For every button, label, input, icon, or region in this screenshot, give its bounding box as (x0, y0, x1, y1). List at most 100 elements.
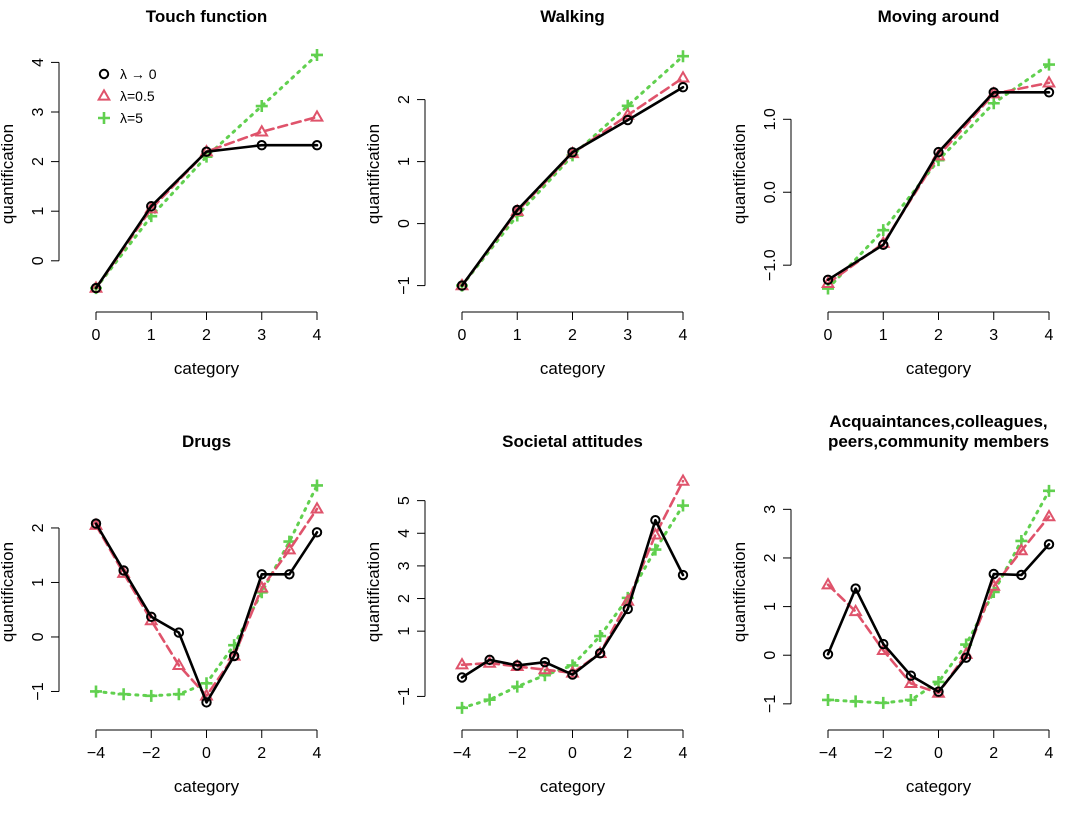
x-tick-label: 3 (623, 327, 632, 344)
x-tick-label: 0 (458, 327, 467, 344)
marker-p5-s2-0 (454, 657, 470, 670)
y-axis-label: quantification (364, 542, 383, 642)
y-tick-label: 0 (30, 256, 47, 265)
x-tick-label: 0 (568, 745, 577, 762)
y-tick-label: 3 (762, 505, 779, 514)
y-tick-label: 1 (30, 578, 47, 587)
marker-p5-s3-8 (677, 499, 689, 512)
marker-p3-s1-2 (933, 146, 944, 158)
x-axis-label: category (540, 777, 606, 796)
marker-p6-s3-3 (904, 693, 917, 706)
y-tick-label: 1 (30, 207, 47, 216)
marker-p3-s2-4 (1041, 75, 1057, 88)
marker-p5-s3-2 (511, 680, 524, 693)
y-tick-label: 3 (396, 561, 413, 570)
x-tick-label: 2 (934, 327, 943, 344)
marker-p2-s1-2 (567, 147, 578, 158)
x-axis-label: category (174, 359, 240, 378)
y-tick-label: −1 (396, 687, 413, 705)
marker-p0-s3-legend (98, 112, 110, 124)
panel-1: Touch function 0 1 2 3 4 category 0 1 2 3 4 quantifi… (0, 7, 325, 378)
y-tick-label: 0 (396, 219, 413, 228)
marker-p4-s3-3 (172, 688, 185, 701)
x-tick-label: 4 (1045, 745, 1054, 762)
x-tick-label: 2 (257, 745, 266, 762)
y-tick-label: 2 (30, 523, 47, 532)
x-axis-label: category (906, 359, 972, 378)
panel-5: Societal attitudes −4 −2 0 2 4 category −1 1 2 3 4 5… (364, 432, 691, 796)
marker-p5-s3-7 (649, 543, 662, 556)
marker-p6-s1-2 (878, 638, 889, 650)
panel-3: Moving around 0 1 2 3 4 category −1.0 0.0 1.0 quan… (730, 7, 1057, 378)
x-tick-label: 3 (989, 327, 998, 344)
marker-p1-s3-3 (255, 100, 268, 113)
marker-p4-s1-6 (256, 569, 267, 580)
marker-p5-s3-3 (538, 669, 551, 682)
series-line-3 (94, 483, 319, 698)
marker-p4-s3-1 (117, 688, 130, 701)
y-tick-label: 0 (30, 632, 47, 641)
x-tick-label: −2 (508, 745, 526, 762)
marker-p6-s1-4 (933, 686, 944, 697)
marker-p1-s1-2 (201, 146, 212, 157)
y-tick-label: 5 (396, 496, 413, 505)
marker-p4-s3-8 (311, 479, 323, 492)
series-line-1 (826, 542, 1051, 694)
marker-p5-s2-7 (648, 527, 663, 540)
x-tick-label: 4 (313, 745, 322, 762)
marker-p4-s1-4 (201, 697, 212, 708)
x-tick-label: 2 (568, 327, 577, 344)
x-axis-label: category (174, 777, 240, 796)
marker-p6-s2-3 (903, 675, 918, 689)
marker-p4-s3-2 (145, 689, 158, 702)
marker-p5-s1-3 (539, 656, 551, 668)
marker-p6-s1-1 (850, 583, 861, 594)
x-tick-label: −4 (453, 745, 471, 762)
x-tick-label: −2 (142, 745, 160, 762)
x-axis-label: category (540, 359, 606, 378)
y-tick-label: 2 (30, 157, 47, 166)
panel-title: Walking (540, 7, 605, 26)
x-tick-label: 3 (257, 327, 266, 344)
y-axis-label: quantification (730, 542, 749, 642)
series-line-1 (94, 522, 319, 704)
y-tick-label: 1.0 (762, 108, 779, 130)
panel-title: Touch function (146, 7, 268, 26)
y-tick-label: −1 (762, 695, 779, 713)
marker-p5-s1-5 (594, 648, 606, 659)
marker-p6-s1-0 (822, 649, 834, 660)
marker-p4-s1-1 (118, 565, 129, 576)
marker-p6-s1-8 (1043, 539, 1055, 550)
marker-p6-s2-7 (1014, 543, 1029, 556)
panel-title: Moving around (878, 7, 1000, 26)
marker-p2-s1-1 (512, 204, 523, 216)
marker-p6-s1-7 (1016, 569, 1027, 581)
marker-p3-s3-4 (1043, 58, 1055, 71)
marker-p1-s2-1 (144, 201, 159, 214)
legend: λ → 0 λ=0.5 λ=5 (96, 66, 157, 126)
panel-title: Drugs (182, 432, 231, 451)
marker-p5-s2-3 (537, 662, 552, 675)
marker-p4-s3-4 (200, 677, 213, 690)
marker-p4-s1-3 (173, 627, 185, 638)
series-line-1 (826, 91, 1051, 282)
panel-title: Acquaintances,colleagues, (829, 412, 1047, 431)
y-tick-label: 2 (762, 553, 779, 562)
marker-p6-s1-3 (905, 670, 917, 681)
marker-p1-s3-4 (311, 48, 323, 61)
marker-p4-s1-2 (146, 611, 157, 622)
marker-p1-s2-4 (309, 109, 325, 122)
marker-p0-s2-legend (96, 88, 112, 101)
x-tick-label: −2 (874, 745, 892, 762)
marker-p6-s3-0 (822, 693, 834, 706)
y-tick-label: 1 (396, 627, 413, 636)
x-tick-label: 1 (879, 327, 888, 344)
series-line-3 (460, 54, 685, 288)
marker-p6-s3-1 (849, 695, 862, 708)
marker-p4-s2-7 (282, 542, 297, 555)
series-line-1 (460, 85, 685, 287)
marker-p4-s2-0 (88, 517, 104, 530)
marker-p4-s1-5 (228, 650, 240, 662)
marker-p6-s3-6 (987, 586, 1000, 598)
x-tick-label: 0 (92, 327, 101, 344)
